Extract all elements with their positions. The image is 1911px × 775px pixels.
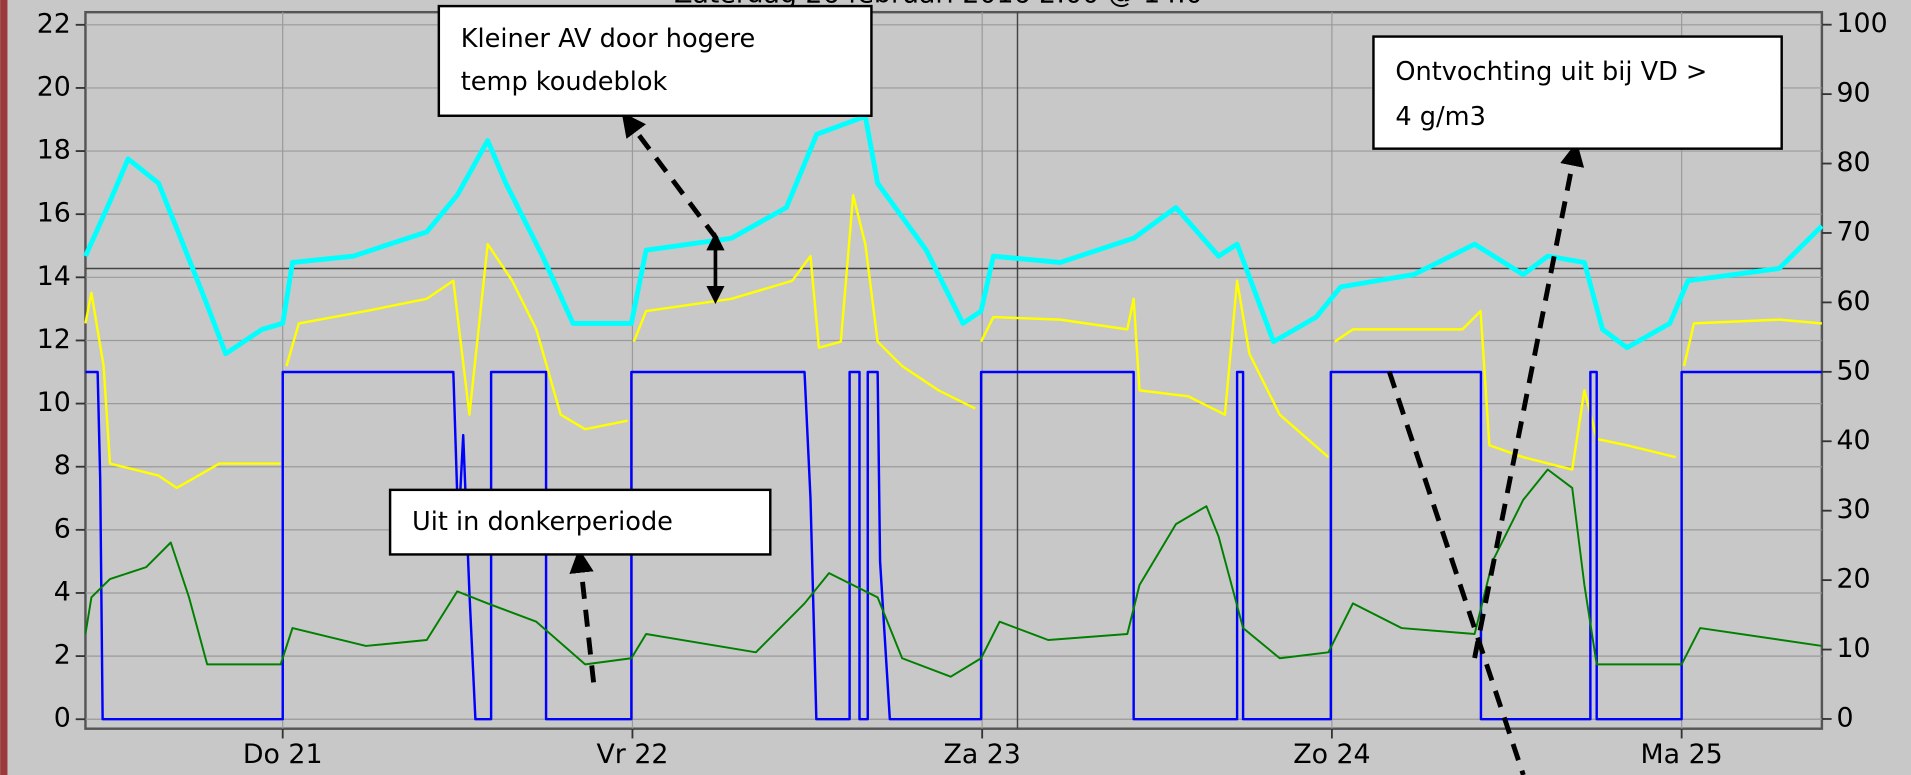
y2-tick-label: 30 — [1837, 494, 1871, 525]
annotation-box — [437, 4, 873, 117]
y-tick-label: 16 — [37, 198, 71, 229]
annotation: Uit in donkerperiode — [388, 488, 772, 556]
annotation-arrows — [569, 112, 1585, 775]
annotation: Kleiner AV door hogere temp koudeblok — [437, 4, 873, 117]
y2-tick-label: 40 — [1837, 425, 1871, 456]
x-tick-label: Za 23 — [943, 739, 1020, 770]
dashed-line — [1386, 370, 1526, 775]
chart-title: Zaterdag 26 februari 2016 2:00 @ 14.0 — [674, 0, 1203, 10]
series-lines — [83, 113, 1824, 721]
annotation-text: Uit in donkerperiode — [412, 507, 673, 537]
annotation: Ontvochting uit bij VD > 4 g/m3 — [1372, 35, 1783, 150]
x-tick-label: Vr 22 — [596, 739, 668, 770]
x-tick-label: Do 21 — [243, 739, 323, 770]
annotation-box — [1372, 35, 1783, 150]
series-line — [84, 468, 1823, 678]
y2-tick-label: 60 — [1837, 286, 1871, 317]
y-tick-label: 2 — [54, 640, 71, 671]
y-tick-label: 0 — [54, 703, 71, 734]
y-tick-label: 10 — [37, 387, 71, 418]
y-tick-label: 8 — [54, 450, 71, 481]
window-edge — [0, 0, 8, 775]
y2-tick-label: 80 — [1837, 147, 1871, 178]
x-tick-label: Ma 25 — [1641, 739, 1723, 770]
y-tick-label: 18 — [37, 135, 71, 166]
arrow — [1472, 141, 1585, 659]
y-tick-label: 14 — [37, 261, 71, 292]
series-line — [85, 370, 1822, 721]
y2-tick-label: 100 — [1837, 8, 1888, 39]
y-tick-label: 4 — [54, 576, 71, 607]
series-line — [84, 193, 1822, 490]
y-tick-label: 6 — [54, 513, 71, 544]
arrow — [621, 112, 719, 241]
annotation-box — [388, 488, 772, 556]
y2-tick-label: 0 — [1837, 702, 1854, 733]
annotation-text: Ontvochting uit bij VD > — [1395, 57, 1707, 87]
arrow — [569, 548, 597, 683]
y2-tick-label: 90 — [1837, 78, 1871, 109]
series-line — [83, 113, 1824, 357]
y2-tick-label: 50 — [1837, 355, 1871, 386]
y2-tick-label: 70 — [1837, 216, 1871, 247]
y-tick-label: 22 — [37, 8, 71, 39]
x-tick-label: Zo 24 — [1293, 739, 1370, 770]
y2-tick-label: 10 — [1837, 633, 1871, 664]
annotation-text: 4 g/m3 — [1395, 102, 1485, 132]
y-tick-label: 12 — [37, 324, 71, 355]
annotation-text: Kleiner AV door hogere — [461, 24, 756, 54]
y2-tick-label: 20 — [1837, 564, 1871, 595]
y-tick-label: 20 — [37, 71, 71, 102]
annotation-text: temp koudeblok — [461, 67, 668, 97]
